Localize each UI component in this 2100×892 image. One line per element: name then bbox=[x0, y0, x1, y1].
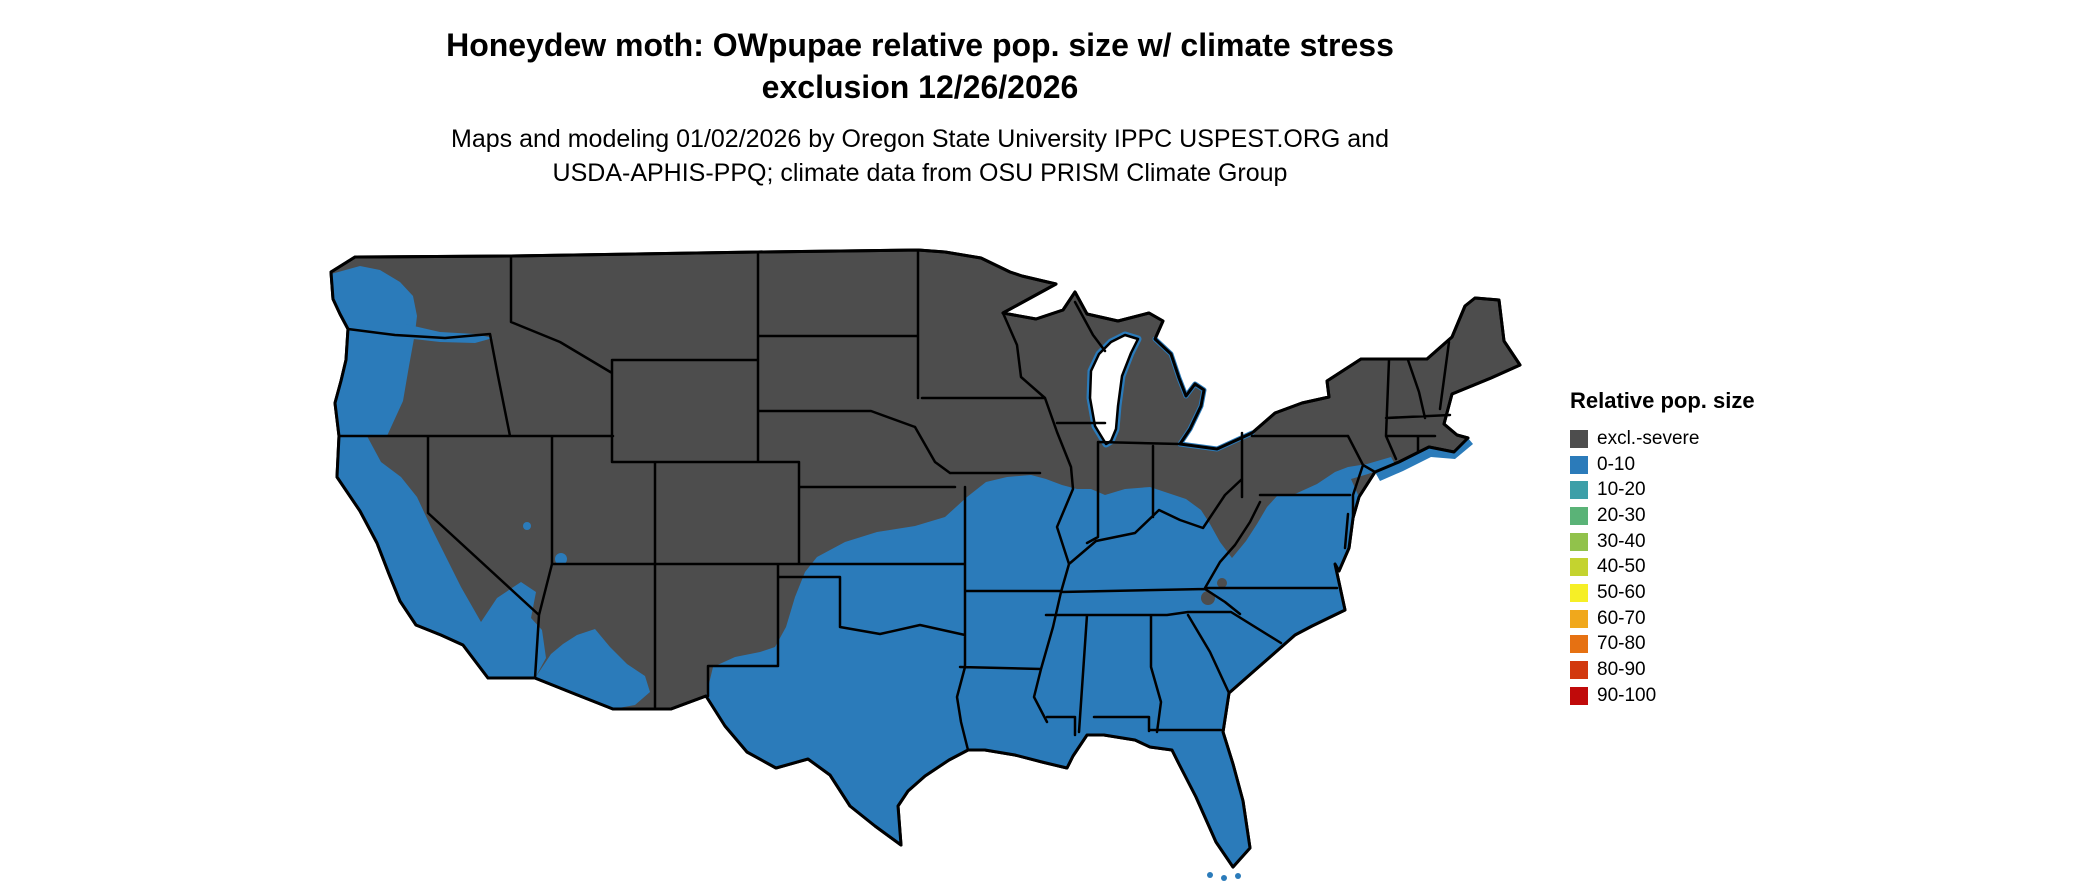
region-low-newengland-coast bbox=[1375, 438, 1473, 481]
legend-row: 40-50 bbox=[1570, 554, 1930, 580]
region-low-florida-keys-2 bbox=[1221, 875, 1227, 881]
legend-swatch bbox=[1570, 429, 1588, 448]
legend-label: 40-50 bbox=[1597, 556, 1646, 578]
region-low-pacific-northwest bbox=[331, 266, 417, 436]
legend-swatch bbox=[1570, 686, 1588, 705]
legend-row: 90-100 bbox=[1570, 683, 1930, 709]
legend-swatch bbox=[1570, 455, 1588, 474]
legend: Relative pop. size excl.-severe 0-10 10-20… bbox=[1570, 388, 1930, 709]
legend-swatch bbox=[1570, 532, 1588, 551]
legend-rows: excl.-severe 0-10 10-20 20-30 30-40 40-50 50-6… bbox=[1570, 426, 1930, 709]
legend-row: 20-30 bbox=[1570, 503, 1930, 529]
legend-label: 0-10 bbox=[1597, 453, 1636, 475]
legend-row: excl.-severe bbox=[1570, 426, 1930, 452]
region-low-speck-utah bbox=[555, 553, 567, 565]
legend-row: 80-90 bbox=[1570, 657, 1930, 683]
legend-title: Relative pop. size bbox=[1570, 388, 1755, 413]
legend-label: 60-70 bbox=[1597, 607, 1646, 629]
figure-title: Honeydew moth: OWpupae relative pop. siz… bbox=[220, 24, 1620, 108]
legend-label: excl.-severe bbox=[1597, 427, 1700, 449]
legend-label: 80-90 bbox=[1597, 659, 1646, 681]
legend-row: 30-40 bbox=[1570, 529, 1930, 555]
legend-swatch bbox=[1570, 481, 1588, 500]
legend-row: 50-60 bbox=[1570, 580, 1930, 606]
region-low-california bbox=[337, 436, 546, 678]
legend-swatch bbox=[1570, 609, 1588, 628]
region-low-florida-keys-3 bbox=[1235, 873, 1241, 879]
figure-title-line2: exclusion 12/26/2026 bbox=[761, 69, 1079, 105]
figure-subtitle-line2: USDA-APHIS-PPQ; climate data from OSU PR… bbox=[552, 159, 1288, 187]
state-borders bbox=[337, 248, 1452, 752]
legend-label: 10-20 bbox=[1597, 479, 1646, 501]
legend-label: 20-30 bbox=[1597, 504, 1646, 526]
region-low-florida-keys-1 bbox=[1207, 872, 1213, 878]
legend-swatch bbox=[1570, 635, 1588, 654]
region-low-columbia-basin bbox=[405, 324, 493, 343]
legend-label: 90-100 bbox=[1597, 684, 1657, 706]
legend-row: 70-80 bbox=[1570, 632, 1930, 658]
legend-label: 30-40 bbox=[1597, 530, 1646, 552]
legend-row: 60-70 bbox=[1570, 606, 1930, 632]
figure-subtitle-line1: Maps and modeling 01/02/2026 by Oregon S… bbox=[451, 125, 1389, 153]
legend-label: 50-60 bbox=[1597, 581, 1646, 603]
legend-swatch bbox=[1570, 506, 1588, 525]
legend-label: 70-80 bbox=[1597, 633, 1646, 655]
legend-row: 10-20 bbox=[1570, 477, 1930, 503]
legend-swatch bbox=[1570, 661, 1588, 680]
legend-row: 0-10 bbox=[1570, 452, 1930, 478]
region-low-speck-nevada bbox=[523, 522, 531, 530]
legend-swatch bbox=[1570, 558, 1588, 577]
figure-subtitle: Maps and modeling 01/02/2026 by Oregon S… bbox=[220, 122, 1620, 190]
excluded-patch-smokies-2 bbox=[1217, 578, 1227, 588]
figure-title-line1: Honeydew moth: OWpupae relative pop. siz… bbox=[446, 27, 1394, 63]
us-map bbox=[329, 248, 1522, 881]
legend-swatch bbox=[1570, 583, 1588, 602]
